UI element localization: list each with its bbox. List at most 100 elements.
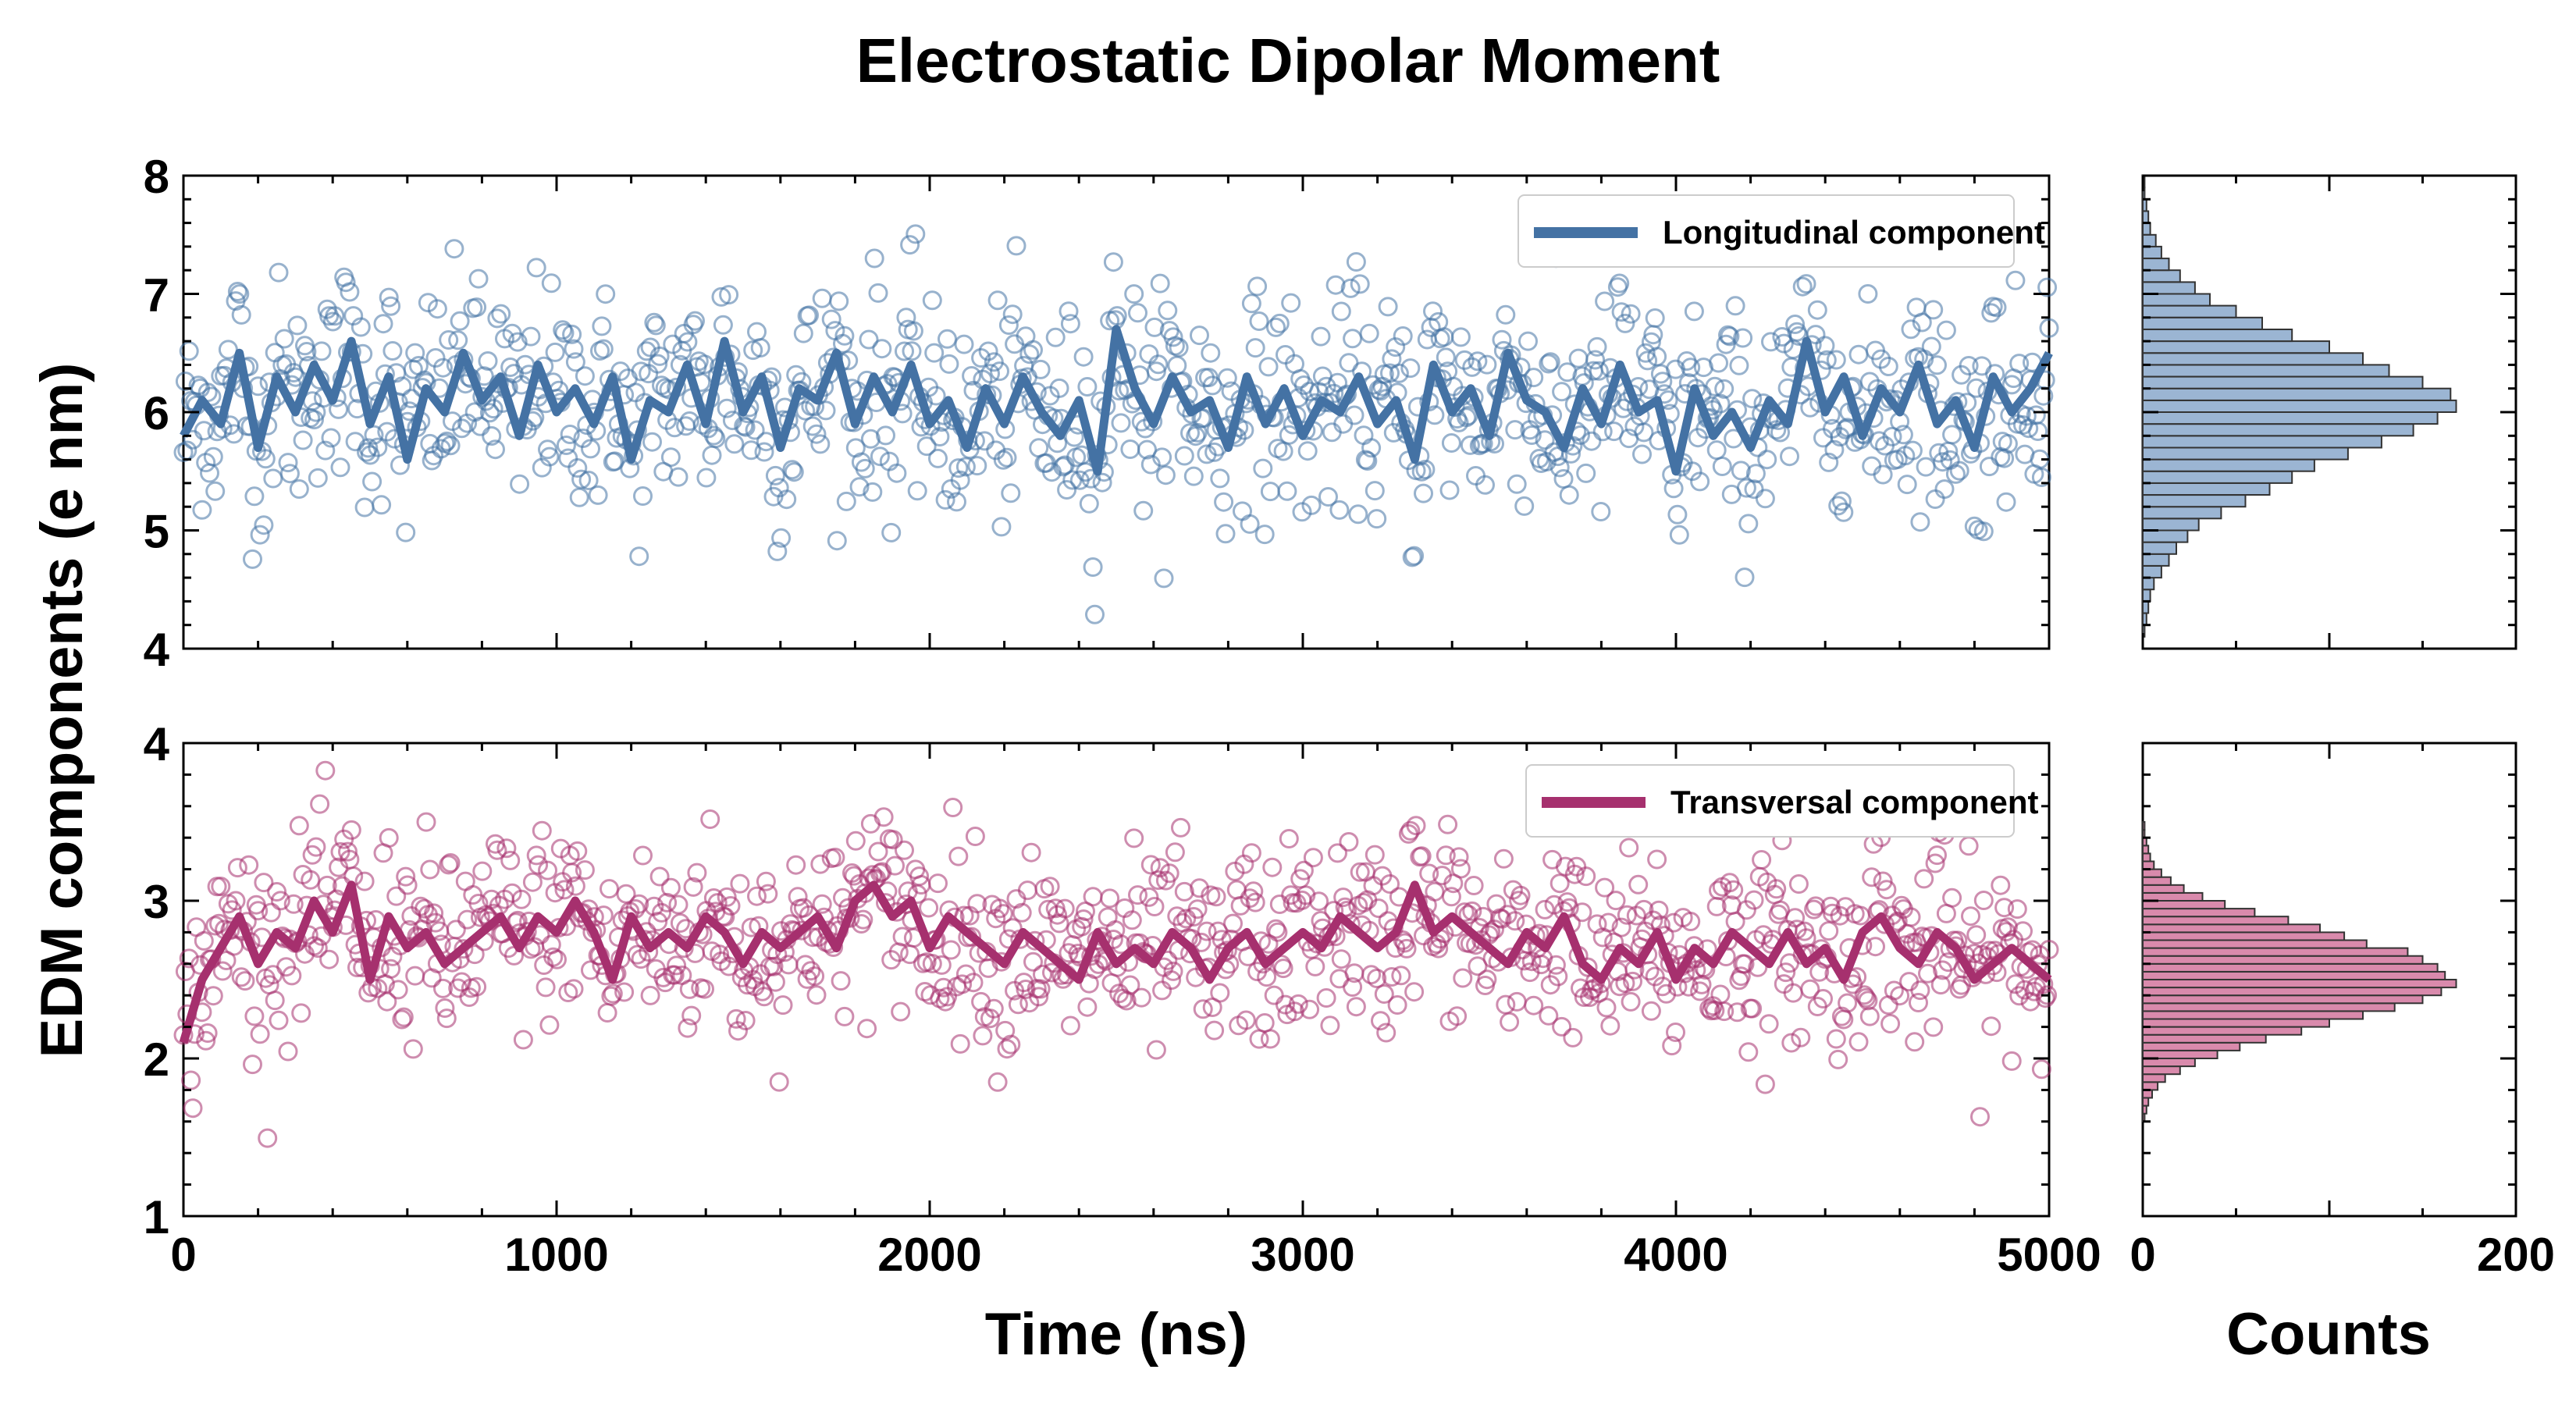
scatter-point [717, 398, 737, 418]
scatter-point [1961, 906, 1980, 927]
scatter-point [1083, 887, 1103, 907]
scatter-point [1500, 1012, 1520, 1032]
scatter-point [700, 809, 720, 829]
scatter-point [1964, 944, 1984, 964]
scatter-point [857, 1019, 877, 1039]
scatter-point [278, 453, 298, 473]
scatter-point [1212, 930, 1232, 950]
scatter-point [1277, 481, 1297, 501]
scatter-point [452, 418, 471, 439]
scatter-point [664, 965, 685, 985]
scatter-point [636, 341, 656, 361]
scatter-point [1400, 820, 1421, 841]
scatter-point [603, 984, 623, 1004]
bottom-histogram-bars [2142, 821, 2457, 1122]
histogram-bar [2142, 233, 2157, 247]
x-tick-label: 5000 [1997, 1229, 2101, 1281]
scatter-point [1621, 991, 1641, 1012]
scatter-point [1217, 368, 1237, 388]
scatter-point [364, 425, 384, 445]
scatter-point [1706, 440, 1727, 461]
scatter-point [1535, 430, 1555, 450]
histogram-bar [2142, 1018, 2330, 1028]
scatter-point [248, 901, 269, 921]
histogram-bar [2142, 245, 2162, 259]
scatter-point [1973, 521, 1994, 542]
scatter-point [1419, 863, 1439, 884]
scatter-point [1249, 311, 1269, 331]
histogram-bar [2142, 470, 2293, 484]
scatter-point [1792, 276, 1813, 297]
scatter-point [205, 481, 226, 501]
scatter-point [1376, 1023, 1397, 1043]
scatter-point [293, 430, 313, 450]
histogram-bar [2142, 612, 2147, 626]
top-legend-label: Longitudinal component [1663, 214, 2045, 251]
scatter-point [793, 323, 813, 343]
scatter-point [962, 927, 982, 947]
scatter-point [859, 329, 879, 350]
scatter-point [1994, 898, 2015, 918]
scatter-point [526, 845, 546, 866]
scatter-point [593, 905, 614, 926]
scatter-point [1466, 466, 1485, 486]
scatter-point [1970, 1107, 1990, 1127]
scatter-point [274, 329, 294, 349]
scatter-point [649, 866, 670, 887]
scatter-point [330, 457, 350, 478]
scatter-point [810, 434, 831, 454]
scatter-point [1273, 959, 1293, 979]
scatter-point [227, 282, 247, 301]
scatter-point [1073, 909, 1094, 930]
scatter-point [646, 315, 666, 336]
scatter-point [1268, 922, 1288, 942]
scatter-point [1077, 377, 1098, 397]
scatter-point [1012, 902, 1032, 923]
histogram-bar [2142, 210, 2150, 224]
scatter-point [1462, 901, 1482, 921]
scatter-point [1800, 979, 1820, 999]
scatter-point [392, 1009, 412, 1030]
scatter-point [472, 861, 493, 881]
scatter-point [250, 1024, 270, 1044]
scatter-point [1122, 910, 1142, 930]
scatter-point [1233, 501, 1252, 521]
scatter-point [767, 541, 788, 561]
histogram-bar [2142, 518, 2200, 532]
scatter-point [1300, 999, 1320, 1019]
scatter-point [668, 895, 688, 915]
scatter-point [1367, 509, 1387, 529]
scatter-point [1731, 461, 1751, 481]
scatter-point [381, 959, 401, 979]
scatter-point [1724, 880, 1744, 900]
scatter-point [627, 944, 647, 965]
histogram-bar [2142, 908, 2256, 918]
scatter-point [1923, 1017, 1944, 1037]
scatter-point [2013, 921, 2033, 941]
scatter-point [1092, 472, 1112, 493]
scatter-point [713, 315, 733, 335]
scatter-point [829, 291, 849, 311]
histogram-bar [2142, 375, 2424, 389]
scatter-point [1453, 968, 1473, 988]
scatter-point [1859, 1006, 1880, 1026]
scatter-point [629, 894, 649, 914]
scatter-point [795, 400, 816, 421]
top-legend-box [1517, 194, 2015, 268]
scatter-point [1423, 301, 1443, 322]
scatter-point [1361, 965, 1382, 985]
scatter-point [1890, 986, 1910, 1006]
scatter-point [980, 1008, 1000, 1029]
scatter-point [1862, 867, 1882, 887]
scatter-point [310, 794, 330, 814]
scatter-point [1901, 319, 1921, 340]
scatter-point [1884, 980, 1904, 1001]
scatter-point [1162, 970, 1182, 991]
scatter-point [211, 877, 231, 897]
scatter-point [319, 306, 340, 326]
scatter-point [1146, 1040, 1166, 1060]
scatter-point [745, 420, 765, 440]
histogram-bar [2142, 387, 2452, 401]
scatter-point [1060, 1016, 1080, 1036]
scatter-point [1023, 951, 1043, 972]
